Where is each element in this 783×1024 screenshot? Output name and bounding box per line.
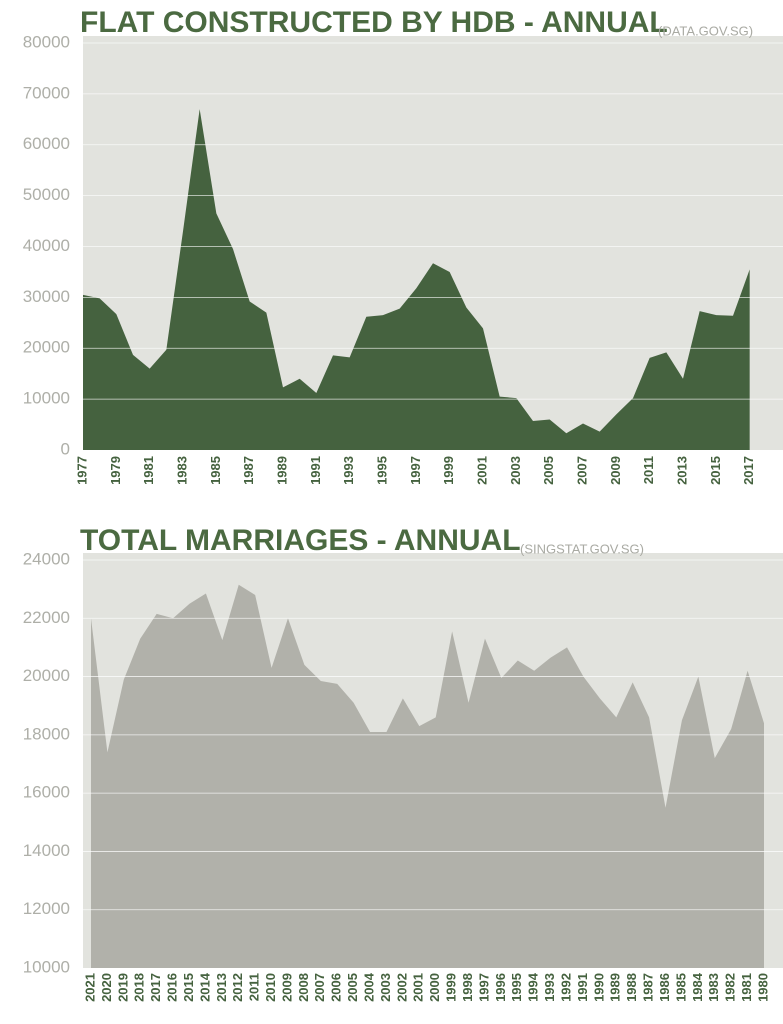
x-tick-label: 2003 [378,973,393,1002]
y-tick-label: 80000 [23,32,70,51]
x-tick-label: 1980 [755,973,770,1002]
x-tick-label: 2004 [361,972,376,1002]
x-tick-label: 1989 [274,456,289,485]
x-tick-label: 1994 [526,972,541,1002]
x-tick-label: 1995 [374,456,389,485]
x-tick-label: 1993 [341,456,356,485]
y-tick-label: 18000 [23,724,70,743]
x-tick-label: 1984 [690,972,705,1002]
area [83,109,750,450]
x-tick-label: 2020 [99,973,114,1002]
x-tick-label: 2013 [214,973,229,1002]
x-tick-label: 2012 [230,973,245,1002]
x-tick-label: 2001 [474,456,489,485]
y-tick-label: 20000 [23,666,70,685]
x-tick-label: 2013 [674,456,689,485]
x-tick-label: 1992 [558,973,573,1002]
x-tick-label: 2001 [411,973,426,1002]
x-tick-label: 1997 [476,973,491,1002]
x-tick-label: 1990 [591,973,606,1002]
y-tick-label: 24000 [23,549,70,568]
x-tick-label: 1977 [74,456,89,485]
chart-subtitle: (DATA.GOV.SG) [658,23,753,38]
y-tick-label: 50000 [23,185,70,204]
x-tick-label: 1985 [208,456,223,485]
x-tick-label: 1983 [706,973,721,1002]
x-tick-label: 2014 [197,972,212,1002]
chart-title: TOTAL MARRIAGES - ANNUAL [80,524,521,557]
x-tick-label: 1987 [641,973,656,1002]
x-tick-label: 2009 [608,456,623,485]
x-tick-label: 1981 [739,973,754,1002]
x-tick-label: 1997 [408,456,423,485]
x-tick-label: 2019 [115,973,130,1002]
x-tick-label: 1998 [460,973,475,1002]
x-tick-label: 1988 [624,973,639,1002]
y-tick-label: 20000 [23,338,70,357]
y-tick-label: 10000 [23,957,70,976]
y-tick-label: 70000 [23,83,70,102]
y-tick-label: 0 [61,439,70,458]
x-tick-label: 2011 [641,456,656,484]
x-tick-label: 1982 [723,973,738,1002]
x-tick-label: 2007 [574,456,589,485]
x-tick-label: 2009 [279,973,294,1002]
x-tick-label: 2017 [148,973,163,1002]
x-tick-label: 2008 [296,973,311,1002]
y-tick-label: 22000 [23,608,70,627]
x-tick-label: 2016 [165,973,180,1002]
y-tick-label: 14000 [23,841,70,860]
y-tick-label: 60000 [23,134,70,153]
x-tick-label: 2017 [741,456,756,485]
x-tick-label: 1981 [141,456,156,485]
chart-subtitle: (SINGSTAT.GOV.SG) [520,541,644,556]
x-tick-label: 2005 [541,456,556,485]
x-tick-label: 2002 [394,973,409,1002]
x-tick-label: 1999 [444,973,459,1002]
y-tick-label: 10000 [23,389,70,408]
y-tick-label: 16000 [23,783,70,802]
x-tick-label: 1996 [493,973,508,1002]
x-tick-label: 1983 [174,456,189,485]
y-tick-label: 30000 [23,287,70,306]
x-tick-label: 1987 [241,456,256,485]
y-tick-label: 12000 [23,899,70,918]
x-tick-label: 1999 [441,456,456,485]
y-tick-label: 40000 [23,236,70,255]
x-tick-label: 2010 [263,973,278,1002]
x-tick-label: 1991 [575,973,590,1002]
x-tick-label: 2003 [508,456,523,485]
x-tick-label: 2021 [82,973,97,1002]
area [91,584,764,968]
x-tick-label: 1991 [308,456,323,485]
x-tick-label: 1993 [542,973,557,1002]
x-tick-label: 2007 [312,973,327,1002]
x-tick-label: 1985 [673,973,688,1002]
x-tick-label: 2005 [345,973,360,1002]
chart-title: FLAT CONSTRUCTED BY HDB - ANNUAL [80,6,668,39]
x-tick-label: 2006 [329,973,344,1002]
x-tick-label: 2018 [132,973,147,1002]
x-tick-label: 2015 [181,973,196,1002]
x-tick-label: 1995 [509,973,524,1002]
x-tick-label: 1989 [608,973,623,1002]
x-tick-label: 1986 [657,973,672,1002]
x-tick-label: 2015 [708,456,723,485]
x-tick-label: 2000 [427,973,442,1002]
x-tick-label: 1979 [108,456,123,485]
x-tick-label: 2011 [247,973,262,1001]
